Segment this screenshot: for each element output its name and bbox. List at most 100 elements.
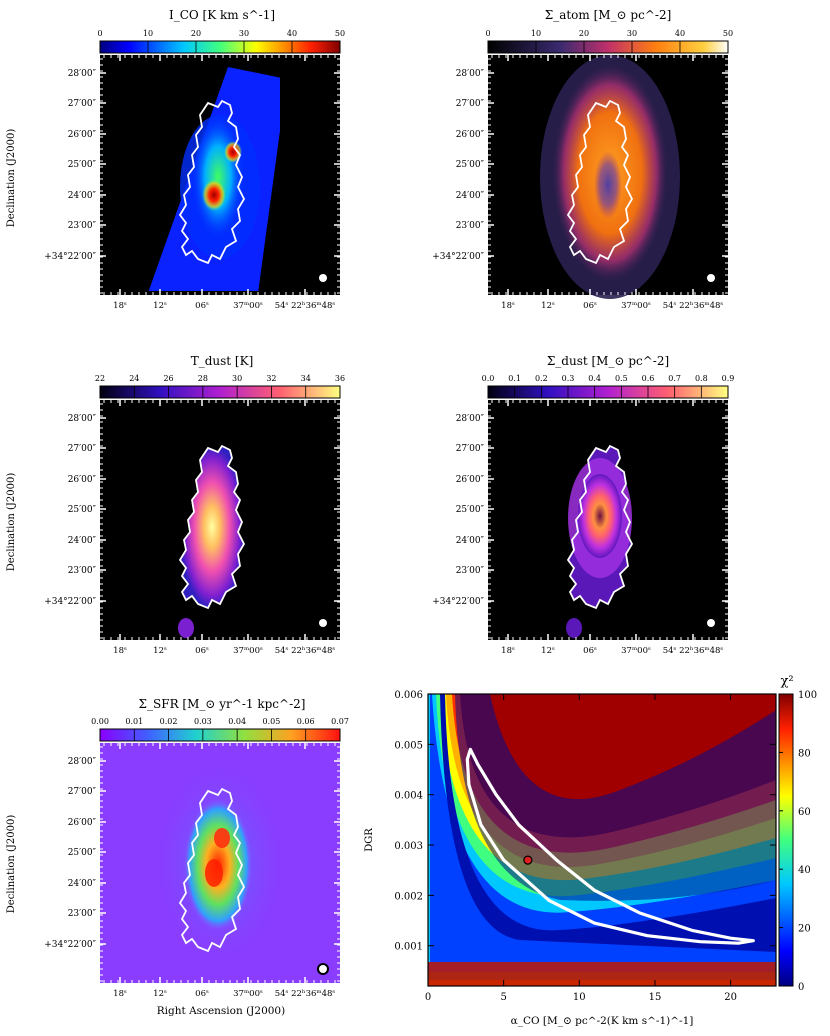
colorbar-tick-label: 10 — [143, 29, 153, 38]
dec-tick-label: 28′00″ — [68, 414, 97, 424]
colorbar-tick-label: 40 — [675, 29, 685, 38]
colorbar-atom — [487, 40, 729, 54]
chi2-contour — [465, 747, 755, 945]
ra-tick-label: 18ˢ — [113, 646, 127, 656]
ra-tick-label: 54ˢ 22ʰ36ᵐ48ˢ — [275, 989, 336, 999]
colorbar-title-ico: I_CO [K km s^-1] — [169, 8, 275, 22]
dec-tick-label: 26′00″ — [68, 818, 97, 828]
colorbar-tick-label: 32 — [266, 374, 276, 383]
ylabel-sfr: Declination (J2000) — [6, 815, 17, 914]
chi2-colorbar-tick-label: 80 — [798, 748, 811, 759]
ra-tick-label: 54ˢ 22ʰ36ᵐ48ˢ — [663, 301, 724, 311]
map-ticks-sfr: 28′00″ 27′00″ 26′00″ 25′00″ 24′00″ 23′00″ +34°… — [44, 743, 340, 999]
dec-tick-label: 23′00″ — [68, 566, 97, 576]
ra-tick-label: 54ˢ 22ʰ36ᵐ48ˢ — [663, 646, 724, 656]
dec-tick-label: 25′00″ — [68, 505, 97, 515]
chi2-x-tick-label: 15 — [649, 992, 662, 1003]
chi2-colorbar-label: χ² — [780, 674, 793, 689]
chi2-x-tick-label: 0 — [425, 992, 431, 1003]
colorbar-tick-label: 0.2 — [535, 374, 548, 383]
colorbar-tick-label: 0.01 — [125, 717, 143, 726]
dec-tick-label: 23′00″ — [456, 566, 485, 576]
colorbar-tick-label: 36 — [335, 374, 345, 383]
colorbar-ticks-atom: 0 10 20 30 40 50 — [485, 29, 733, 53]
dec-tick-label: 23′00″ — [68, 221, 97, 231]
colorbar-ticks-sdust: 0.0 0.1 0.2 0.3 0.4 0.5 0.6 0.7 0.8 0.9 — [482, 374, 735, 398]
xlabel-sfr: Right Ascension (J2000) — [157, 1005, 285, 1017]
dec-tick-label: 25′00″ — [456, 160, 485, 170]
ra-tick-label: 06ˢ — [195, 989, 209, 999]
chi2-x-tick-label: 5 — [500, 992, 506, 1003]
colorbar-tick-label: 0.0 — [482, 374, 495, 383]
colorbar-tick-label: 28 — [198, 374, 208, 383]
chi2-colorbar-tick-label: 60 — [798, 807, 811, 818]
ra-tick-label: 37ᵐ00ˢ — [233, 646, 263, 656]
colorbar-tick-label: 0.5 — [615, 374, 628, 383]
map-sfr — [100, 743, 340, 983]
map-ticks-ico: 28′00″ 27′00″ 26′00″ 25′00″ 24′00″ 23′00″ +34°… — [44, 55, 340, 311]
colorbar-sdust — [487, 385, 729, 399]
chi2-y-tick-label: 0.006 — [394, 690, 423, 701]
dec-tick-label: 27′00″ — [68, 444, 97, 454]
dec-tick-label: +34°22′00″ — [44, 940, 96, 950]
map-atom — [488, 55, 728, 299]
dec-tick-label: 25′00″ — [456, 505, 485, 515]
chi2-frame — [427, 693, 777, 987]
ra-tick-label: 06ˢ — [583, 301, 597, 311]
chi2-colorbar-tick-label: 40 — [798, 865, 811, 876]
ra-tick-label: 37ᵐ00ˢ — [233, 301, 263, 311]
dec-tick-label: 28′00″ — [456, 414, 485, 424]
colorbar-tick-label: 0.1 — [508, 374, 521, 383]
chi2-ylabel: DGR — [364, 828, 375, 852]
chi2-y-tick-label: 0.004 — [394, 791, 423, 802]
dec-tick-label: 25′00″ — [68, 160, 97, 170]
colorbar-tick-label: 20 — [579, 29, 589, 38]
panel-atom: Σ_atom [M_⊙ pc^-2] 0 10 20 30 40 50 28′00″ 27′… — [432, 8, 733, 311]
colorbar-tick-label: 0.9 — [722, 374, 735, 383]
ra-tick-label: 54ˢ 22ʰ36ᵐ48ˢ — [275, 301, 336, 311]
map-ticks-sdust: 28′00″ 27′00″ 26′00″ 25′00″ 24′00″ 23′00″ +34°… — [432, 400, 728, 656]
colorbar-tick-label: 0.03 — [194, 717, 212, 726]
map-sdust — [488, 400, 728, 640]
colorbar-tick-label: 0.7 — [668, 374, 681, 383]
colorbar-tick-label: 0.4 — [588, 374, 601, 383]
dec-tick-label: +34°22′00″ — [432, 252, 484, 262]
colorbar-tick-label: 0.6 — [642, 374, 655, 383]
ra-tick-label: 18ˢ — [501, 646, 515, 656]
ra-tick-label: 06ˢ — [195, 301, 209, 311]
colorbar-tick-label: 0.8 — [695, 374, 708, 383]
chi2-y-tick-label: 0.001 — [394, 942, 423, 953]
chi2-y-tick-label: 0.002 — [394, 891, 423, 902]
map-ticks-atom: 28′00″ 27′00″ 26′00″ 25′00″ 24′00″ 23′00″ +34°… — [432, 55, 728, 311]
colorbar-tick-label: 0.07 — [331, 717, 349, 726]
dec-tick-label: 24′00″ — [456, 536, 485, 546]
colorbar-tick-label: 50 — [723, 29, 733, 38]
ra-tick-label: 54ˢ 22ʰ36ᵐ48ˢ — [275, 646, 336, 656]
chi2-colorbar — [778, 693, 794, 987]
colorbar-tick-label: 50 — [335, 29, 345, 38]
dec-tick-label: +34°22′00″ — [432, 597, 484, 607]
ra-tick-label: 37ᵐ00ˢ — [621, 646, 651, 656]
dec-tick-label: 27′00″ — [456, 99, 485, 109]
colorbar-tick-label: 0.3 — [562, 374, 575, 383]
colorbar-tick-label: 30 — [239, 29, 249, 38]
ra-tick-label: 18ˢ — [113, 989, 127, 999]
panel-sdust: Σ_dust [M_⊙ pc^-2] 0.0 0.1 0.2 0.3 0.4 0.5 0.6… — [432, 354, 734, 656]
colorbar-tick-label: 20 — [191, 29, 201, 38]
ra-tick-label: 12ˢ — [153, 301, 167, 311]
chi2-colorbar-tick-label: 0 — [798, 982, 804, 993]
colorbar-title-sfr: Σ_SFR [M_⊙ yr^-1 kpc^-2] — [139, 697, 306, 711]
chi2-plot: 0 5 10 15 20 0.0010.0020.0030.0040.0050.006 … — [364, 674, 817, 1027]
ra-tick-label: 12ˢ — [541, 646, 555, 656]
ra-tick-label: 37ᵐ00ˢ — [233, 989, 263, 999]
colorbar-tick-label: 0 — [485, 29, 490, 38]
chi2-y-tick-label: 0.005 — [394, 740, 423, 751]
best-fit-point — [523, 855, 533, 865]
dec-tick-label: 27′00″ — [68, 99, 97, 109]
dec-tick-label: 26′00″ — [68, 130, 97, 140]
colorbar-tick-label: 0.00 — [91, 717, 109, 726]
colorbar-tick-label: 10 — [531, 29, 541, 38]
dec-tick-label: 23′00″ — [68, 909, 97, 919]
colorbar-tick-label: 30 — [232, 374, 242, 383]
